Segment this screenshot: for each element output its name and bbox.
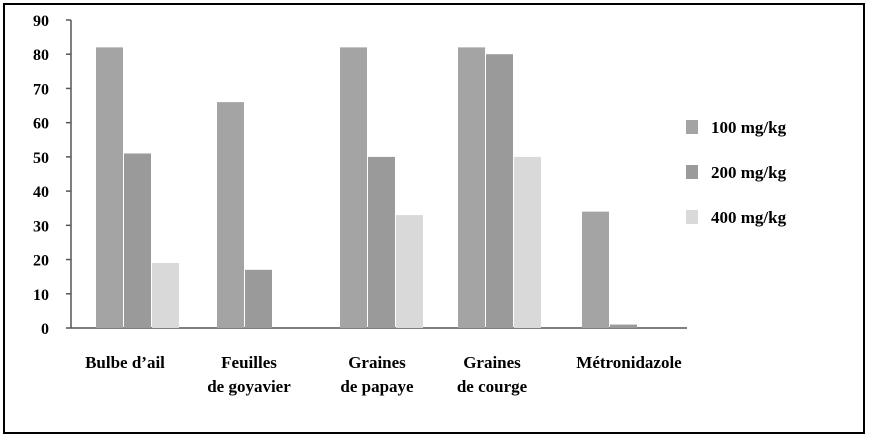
bar-100-mg-kg-cat-4 [582, 211, 609, 328]
y-tick-label: 30 [33, 218, 49, 235]
bar-200-mg-kg-cat-0 [124, 153, 151, 328]
x-category-label: Métronidazole [576, 353, 682, 372]
bar-200-mg-kg-cat-2 [368, 156, 395, 328]
legend-swatch [686, 165, 698, 179]
x-category-label: de goyavier [207, 377, 291, 396]
y-tick-label: 20 [33, 253, 49, 270]
bars [96, 47, 637, 328]
y-axis-ticks: 0 10 20 30 40 50 60 70 80 90 [33, 13, 71, 338]
x-category-label: Graines [463, 353, 521, 372]
bar-400-mg-kg-cat-2 [396, 215, 423, 328]
bar-200-mg-kg-cat-1 [245, 269, 272, 328]
y-tick-label: 0 [41, 321, 49, 338]
bar-100-mg-kg-cat-0 [96, 47, 123, 328]
y-tick-label: 40 [33, 184, 49, 201]
x-category-label: Bulbe d’ail [85, 353, 165, 372]
y-tick-label: 80 [33, 47, 49, 64]
y-tick-label: 70 [33, 81, 49, 98]
x-category-label: de courge [457, 377, 528, 396]
x-axis-labels: Bulbe d’ail Feuilles de goyavier Graines de … [85, 353, 682, 396]
bar-100-mg-kg-cat-1 [217, 102, 244, 328]
bar-400-mg-kg-cat-3 [514, 156, 541, 328]
legend-label: 100 mg/kg [711, 118, 787, 137]
legend-swatch [686, 120, 698, 134]
y-tick-label: 90 [33, 13, 49, 30]
bar-200-mg-kg-cat-3 [486, 54, 513, 328]
x-category-label: de papaye [340, 377, 414, 396]
x-category-label: Feuilles [221, 353, 277, 372]
bar-100-mg-kg-cat-2 [340, 47, 367, 328]
bar-200-mg-kg-cat-4 [610, 324, 637, 328]
y-tick-label: 50 [33, 150, 49, 167]
y-tick-label: 60 [33, 116, 49, 133]
x-category-label: Graines [348, 353, 406, 372]
chart-frame: 0 10 20 30 40 50 60 70 80 90 Bulbe d’ail Feuilles d… [3, 3, 865, 434]
bar-100-mg-kg-cat-3 [458, 47, 485, 328]
legend-label: 400 mg/kg [711, 208, 787, 227]
legend-label: 200 mg/kg [711, 163, 787, 182]
legend: 100 mg/kg 200 mg/kg 400 mg/kg [686, 118, 787, 227]
legend-swatch [686, 210, 698, 224]
bar-chart: 0 10 20 30 40 50 60 70 80 90 Bulbe d’ail Feuilles d… [33, 13, 787, 396]
bar-400-mg-kg-cat-0 [152, 262, 179, 328]
y-tick-label: 10 [33, 287, 49, 304]
